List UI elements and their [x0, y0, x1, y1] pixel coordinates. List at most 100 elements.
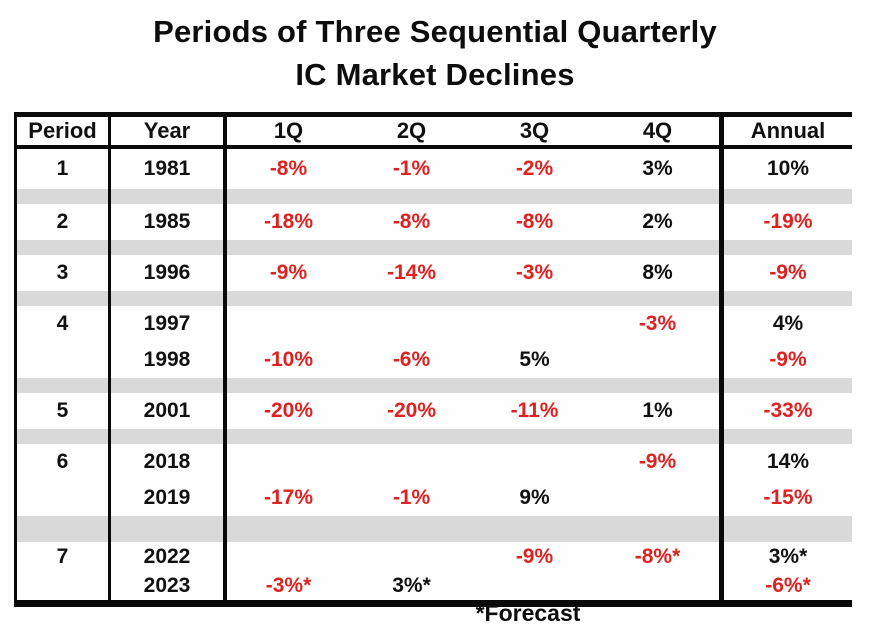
- column-header-annual: Annual: [750, 118, 826, 143]
- column-header-1q: 1Q: [273, 118, 304, 143]
- cell-period: 4: [17, 306, 111, 342]
- separator-row: [17, 378, 852, 393]
- cell-3q: 9%: [519, 486, 550, 509]
- cell-2q: -6%: [392, 348, 431, 371]
- separator-cell: [17, 240, 111, 255]
- cell-year: 1998: [111, 342, 227, 378]
- cell-3q: [473, 444, 596, 480]
- cell-3q: -2%: [515, 157, 554, 180]
- separator-cell: [596, 429, 724, 444]
- separator-cell: [350, 291, 473, 306]
- separator-cell: [724, 291, 852, 306]
- table-row: 3 1996 -9% -14% -3% 8% -9%: [17, 255, 852, 291]
- figure-title: Periods of Three Sequential Quarterly IC…: [0, 10, 870, 96]
- cell-4q: -8%*: [596, 542, 724, 571]
- cell-1q: -9%: [269, 261, 308, 284]
- cell-period: [17, 342, 111, 378]
- cell-2q: -1%: [392, 486, 431, 509]
- table-row: 6 2018 -9% 14%: [17, 444, 852, 480]
- cell-1q: [227, 542, 350, 571]
- separator-cell: [350, 378, 473, 393]
- separator-row: [17, 240, 852, 255]
- table-row: 1 1981 -8% -1% -2% 3% 10%: [17, 149, 852, 189]
- separator-cell: [111, 429, 227, 444]
- cell-year: 2022: [111, 542, 227, 571]
- period-block: 2 1985 -18% -8% -8% 2% -19%: [17, 204, 852, 240]
- separator-cell: [473, 429, 596, 444]
- separator-row: [17, 291, 852, 306]
- separator-cell: [111, 240, 227, 255]
- separator-cell: [17, 378, 111, 393]
- table-row: 4 1997 -3% 4%: [17, 306, 852, 342]
- separator-cell: [724, 429, 852, 444]
- column-header-year: Year: [111, 117, 227, 145]
- cell-period: 5: [17, 393, 111, 429]
- separator-cell: [596, 189, 724, 204]
- table-row: 1998 -10% -6% 5% -9%: [17, 342, 852, 378]
- cell-annual: -9%: [769, 348, 807, 371]
- column-header-period: Period: [17, 117, 111, 145]
- separator-cell: [17, 291, 111, 306]
- cell-annual: 14%: [766, 450, 810, 473]
- separator-cell: [473, 516, 596, 542]
- cell-2q: [350, 542, 473, 571]
- period-block: 6 2018 -9% 14% 2019 -17% -1% 9% -15%: [17, 444, 852, 516]
- cell-1q: -17%: [263, 486, 314, 509]
- cell-3q: -3%: [515, 261, 554, 284]
- cell-year: 2001: [111, 393, 227, 429]
- separator-cell: [17, 189, 111, 204]
- separator-cell: [227, 291, 350, 306]
- cell-period: 1: [17, 149, 111, 189]
- cell-3q: -9%: [515, 544, 554, 568]
- cell-period: 7: [17, 542, 111, 571]
- table-row: 2019 -17% -1% 9% -15%: [17, 480, 852, 516]
- cell-1q: -18%: [263, 210, 314, 233]
- cell-period: [17, 571, 111, 600]
- cell-annual: 3%*: [768, 544, 808, 568]
- cell-3q: -11%: [510, 399, 559, 422]
- separator-cell: [724, 378, 852, 393]
- separator-cell: [596, 291, 724, 306]
- separator-cell: [350, 429, 473, 444]
- cell-period: [17, 480, 111, 516]
- separator-cell: [596, 516, 724, 542]
- cell-1q: [227, 444, 350, 480]
- cell-year: 1996: [111, 255, 227, 291]
- separator-row: [17, 189, 852, 204]
- separator-row: [17, 429, 852, 444]
- cell-4q: [596, 571, 724, 600]
- table-row: 7 2022 -9% -8%* 3%*: [17, 542, 852, 571]
- cell-2q: -1%: [392, 157, 431, 180]
- separator-cell: [473, 189, 596, 204]
- table-body: 1 1981 -8% -1% -2% 3% 10% 2 1985 -18% -8% -8% 2% -19%…: [17, 149, 852, 600]
- cell-4q: 8%: [596, 255, 724, 291]
- separator-cell: [724, 240, 852, 255]
- cell-2q: -14%: [386, 261, 437, 284]
- cell-annual: 4%: [772, 312, 804, 335]
- cell-4q: [596, 342, 724, 378]
- title-line-2: IC Market Declines: [295, 57, 575, 92]
- cell-period: 2: [17, 204, 111, 240]
- cell-3q: -8%: [515, 210, 554, 233]
- cell-4q: 3%: [596, 149, 724, 189]
- column-header-2q: 2Q: [396, 118, 427, 143]
- period-block: 5 2001 -20% -20% -11% 1% -33%: [17, 393, 852, 429]
- cell-annual: -33%: [763, 399, 813, 422]
- separator-cell: [17, 429, 111, 444]
- separator-cell: [111, 291, 227, 306]
- separator-cell: [227, 189, 350, 204]
- table-row: 5 2001 -20% -20% -11% 1% -33%: [17, 393, 852, 429]
- cell-period: 6: [17, 444, 111, 480]
- column-header-3q: 3Q: [519, 118, 550, 143]
- cell-3q: [473, 571, 596, 600]
- cell-2q: -8%: [392, 210, 431, 233]
- cell-3q: 5%: [519, 348, 550, 371]
- cell-3q: [473, 306, 596, 342]
- separator-cell: [227, 516, 350, 542]
- cell-4q: -3%: [596, 306, 724, 342]
- cell-1q: -10%: [263, 348, 314, 371]
- declines-table: Period Year 1Q 2Q 3Q 4Q Annual 1 1981 -8% -…: [14, 112, 852, 607]
- separator-cell: [111, 378, 227, 393]
- table-row: 2023 -3%* 3%* -6%*: [17, 571, 852, 600]
- cell-year: 2019: [111, 480, 227, 516]
